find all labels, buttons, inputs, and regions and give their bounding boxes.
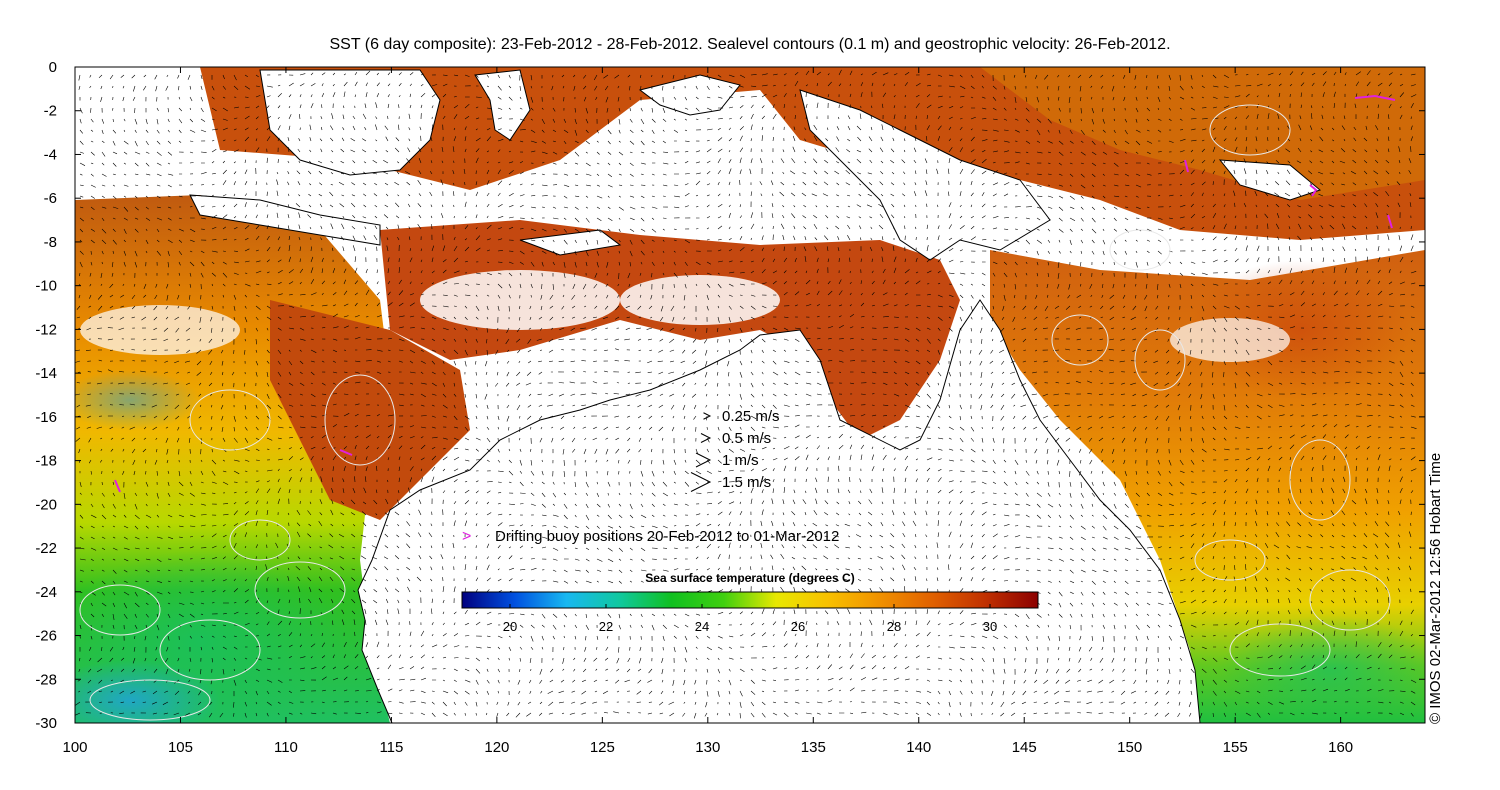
buoy-track [114,479,121,493]
land [189,69,1322,723]
y-tick-label: -22 [35,540,57,557]
colorbar-bar [461,591,1039,609]
y-tick-label: -20 [35,496,57,513]
sealevel-contour [1289,439,1351,521]
velocity-legend-arrow [695,452,712,468]
plot-frame [74,66,1426,724]
y-tick-label: -16 [35,409,57,426]
colorbar-tick-label: 26 [791,619,805,634]
sealevel-contour [1194,539,1266,581]
credit-text: © IMOS 02-Mar-2012 12:56 Hobart Time [1427,452,1444,724]
colorbar-tick-label: 24 [695,619,709,634]
y-tick-label: -2 [44,103,57,120]
colorbar-tick-label: 22 [599,619,613,634]
velocity-legend-arrow [700,433,712,443]
sealevel-contour [1051,314,1109,366]
colorbar-tick-label: 20 [503,619,517,634]
sst-north-east [980,67,1425,200]
velocity-legend-label: 0.5 m/s [722,430,771,447]
colorbar-title: Sea surface temperature (degrees C) [645,571,854,585]
sealevel-contour [89,679,211,721]
x-tick-label: 155 [1223,739,1248,756]
colorbar: Sea surface temperature (degrees C) 20 22… [461,571,1039,634]
buoy-legend-symbol: > [462,528,471,545]
map-title: SST (6 day composite): 23-Feb-2012 - 28-… [329,36,1171,53]
x-tick-label: 120 [484,739,509,756]
buoy-track [339,449,353,456]
colorbar-tick-label: 28 [887,619,901,634]
sealevel-contour [1209,104,1291,156]
velocity-legend-arrow [703,412,712,420]
x-axis: 100 105 110 115 120 125 130 135 140 145 150 155 160 [62,67,1353,756]
x-tick-label: 110 [274,739,298,756]
velocity-legend: 0.25 m/s 0.5 m/s 1 m/s 1.5 m/s [690,408,780,492]
sealevel-contours [79,104,1391,721]
buoy-legend: > Drifting buoy positions 20-Feb-2012 to… [462,528,839,545]
y-tick-label: -10 [35,278,57,295]
y-tick-label: -18 [35,453,57,470]
x-tick-label: 115 [379,739,403,756]
y-tick-label: -28 [35,671,57,688]
y-axis: 0 -2 -4 -6 -8 -10 -12 -14 -16 -18 -20 -22 -24 -26 -28 -… [35,59,1425,732]
velocity-legend-arrow [690,472,712,492]
y-tick-label: -12 [35,321,57,338]
colorbar-tick-label: 30 [983,619,997,634]
x-tick-label: 150 [1117,739,1142,756]
y-tick-label: -24 [35,584,57,601]
buoy-legend-label: Drifting buoy positions 20-Feb-2012 to 0… [495,528,839,545]
arrow-field [75,69,1417,719]
buoy-track [1354,94,1396,101]
buoy-tracks [114,94,1396,493]
buoy-track [1309,184,1318,197]
colorbar-ticks: 20 22 24 26 28 30 [503,604,997,634]
buoy-track [1184,159,1189,173]
velocity-arrows [75,69,1417,719]
sealevel-contour [79,584,161,636]
x-tick-label: 125 [590,739,615,756]
borneo-island [259,69,441,176]
sealevel-contour [1109,229,1171,271]
y-tick-label: -8 [44,234,57,251]
x-tick-label: 130 [695,739,720,756]
australia-landmass [357,299,1201,723]
sealevel-contour [1134,329,1186,391]
sealevel-contour [1229,623,1331,677]
y-tick-label: -26 [35,628,57,645]
buoy-track [1387,214,1393,229]
x-tick-label: 100 [62,739,87,756]
sealevel-contour [1309,569,1391,631]
java-island [189,194,381,246]
new-guinea-island [799,89,1051,261]
x-tick-label: 105 [168,739,193,756]
x-tick-label: 145 [1012,739,1037,756]
sst-field [75,67,1425,723]
velocity-legend-label: 0.25 m/s [722,408,780,425]
velocity-legend-label: 1 m/s [722,452,759,469]
maluku-islands [638,74,741,116]
x-tick-label: 160 [1328,739,1353,756]
x-tick-label: 140 [906,739,931,756]
y-tick-label: -6 [44,190,57,207]
sealevel-contour [324,374,396,466]
sst-timor-sea [270,300,470,520]
timor-island [519,229,622,256]
sealevel-contour [229,519,291,561]
velocity-legend-label: 1.5 m/s [722,474,771,491]
y-tick-label: -4 [44,146,57,163]
y-tick-label: -30 [35,715,57,732]
y-tick-label: -14 [35,365,57,382]
sulawesi-island [474,69,531,141]
sealevel-contour [159,619,261,681]
sealevel-contour [254,561,346,619]
x-tick-label: 135 [801,739,826,756]
y-tick-label: 0 [49,59,57,76]
sealevel-contour [189,389,271,451]
